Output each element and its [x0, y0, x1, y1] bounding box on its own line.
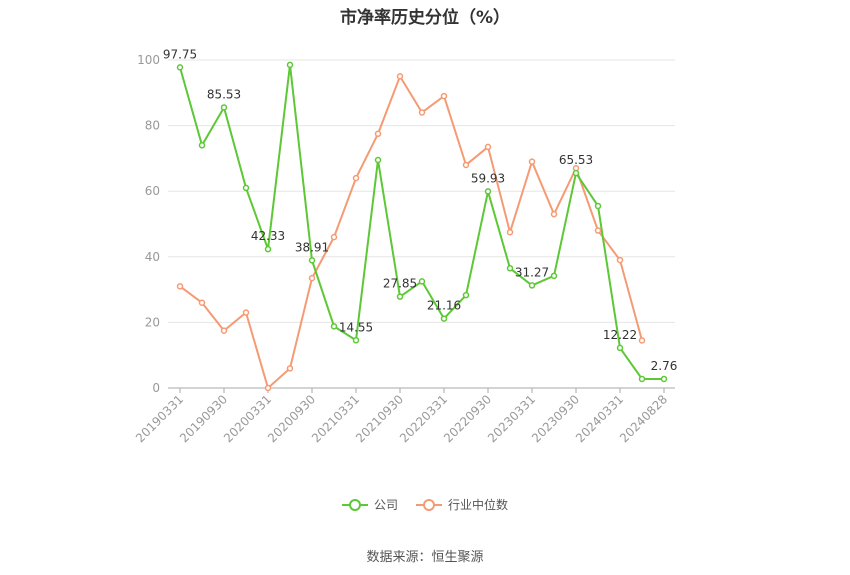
data-point-industry-median [198, 299, 206, 306]
data-point-industry-median [176, 283, 184, 290]
legend-item-industry-median[interactable]: 行业中位数 [416, 496, 508, 513]
data-label-company: 65.53 [559, 153, 593, 167]
y-tick-label: 20 [145, 315, 160, 329]
data-point-company [550, 272, 558, 280]
data-point-company [616, 344, 624, 352]
data-point-industry-median [594, 227, 602, 234]
data-source: 数据来源：恒生聚源 [366, 550, 484, 565]
data-point-company [484, 188, 492, 195]
data-point-industry-median [220, 327, 228, 334]
x-tick-label: 20240828 [617, 392, 670, 445]
data-label-company: 38.91 [295, 240, 329, 254]
legend: 公司 行业中位数 [0, 496, 850, 513]
data-point-industry-median [308, 274, 316, 282]
data-point-company [308, 257, 316, 264]
data-point-company [374, 156, 382, 164]
data-label-company: 31.27 [515, 265, 549, 279]
data-point-industry-median [264, 384, 272, 392]
data-point-company [352, 337, 360, 344]
data-labels: 97.75 85.53 42.33 38.91 14.55 27.85 21.16 59.93… [163, 47, 678, 373]
data-label-company: 97.75 [163, 47, 197, 61]
data-label-company: 21.16 [427, 299, 461, 313]
data-point-company [286, 61, 294, 69]
data-point-company [220, 104, 228, 111]
y-tick-label: 60 [145, 184, 160, 198]
y-tick-label: 40 [145, 250, 160, 264]
y-tick-label: 100 [137, 53, 160, 67]
data-label-company: 2.76 [651, 359, 678, 373]
data-point-industry-median [638, 337, 646, 344]
data-point-company [264, 245, 272, 253]
data-point-company [330, 323, 338, 330]
data-point-industry-median [484, 143, 492, 151]
data-label-company: 85.53 [207, 87, 241, 101]
data-point-industry-median [616, 256, 624, 264]
data-label-company: 42.33 [251, 229, 285, 243]
data-point-company [198, 142, 206, 149]
data-point-company [462, 291, 470, 299]
data-point-industry-median [286, 365, 294, 372]
data-point-company [506, 265, 514, 272]
series-line-industry-median [179, 75, 643, 389]
legend-marker-company [341, 498, 368, 511]
legend-label-company: 公司 [373, 498, 398, 512]
data-point-industry-median [462, 161, 470, 169]
data-point-company [660, 375, 668, 383]
series-points [176, 61, 668, 392]
data-point-industry-median [440, 92, 448, 100]
data-point-company [528, 282, 536, 289]
data-point-industry-median [506, 228, 514, 236]
data-point-industry-median [550, 210, 558, 218]
data-point-company [440, 315, 448, 322]
data-point-company [242, 184, 250, 192]
line-chart: 0 20 40 60 80 100 201903312019093020200331202… [133, 47, 678, 445]
data-point-industry-median [352, 174, 360, 182]
y-tick-label: 80 [145, 119, 160, 133]
data-point-company [638, 375, 646, 383]
grid-lines [168, 59, 675, 323]
data-label-company: 14.55 [339, 320, 373, 334]
data-point-industry-median [330, 233, 338, 241]
data-point-industry-median [528, 158, 536, 165]
legend-label-industry-median: 行业中位数 [448, 498, 509, 512]
chart-title: 市净率历史分位（%） [339, 8, 511, 28]
legend-item-company[interactable]: 公司 [341, 496, 398, 513]
data-point-company [572, 169, 580, 177]
y-axis-tick-labels: 0 20 40 60 80 100 [137, 53, 160, 395]
data-point-industry-median [242, 309, 250, 316]
data-point-company [594, 202, 602, 210]
data-point-industry-median [418, 109, 426, 116]
data-point-industry-median [396, 73, 404, 80]
legend-marker-industry-median [416, 498, 442, 511]
x-axis: 2019033120190930202003312020093020210331… [133, 387, 675, 445]
data-label-company: 27.85 [383, 277, 417, 291]
data-point-industry-median [374, 130, 382, 138]
data-point-company [176, 64, 184, 71]
data-label-company: 59.93 [471, 171, 505, 185]
data-point-company [418, 278, 426, 285]
data-label-company: 12.22 [603, 328, 637, 342]
y-tick-label: 0 [152, 381, 160, 395]
data-point-company [396, 293, 404, 300]
